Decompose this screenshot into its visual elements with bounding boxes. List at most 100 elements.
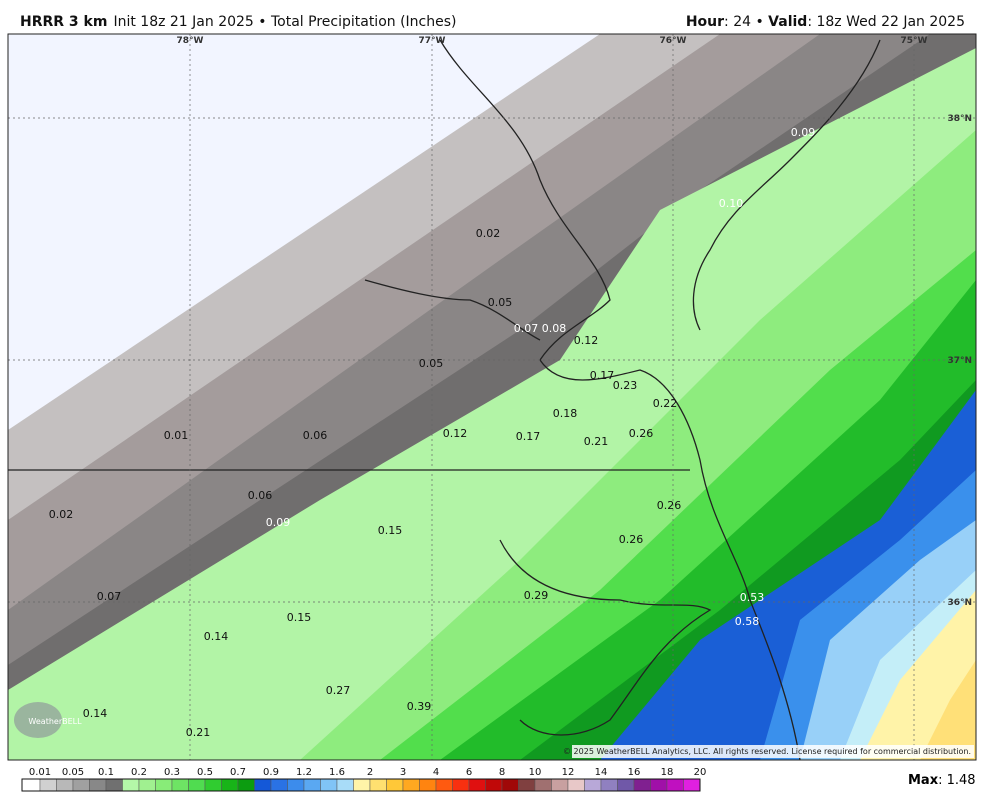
colorbar-swatch xyxy=(21,778,41,792)
colorbar-swatch xyxy=(303,778,321,792)
colorbar-swatch xyxy=(518,778,536,792)
run-info: Init 18z 21 Jan 2025 • Total Precipitati… xyxy=(113,14,456,30)
colorbar-swatch xyxy=(551,778,569,792)
point-value: 0.09 xyxy=(791,126,816,139)
max-label: Max xyxy=(908,773,939,788)
colorbar-swatch xyxy=(584,778,602,792)
max-value: : 1.48 xyxy=(938,773,975,788)
point-value: 0.05 xyxy=(488,296,513,309)
point-value: 0.27 xyxy=(326,684,351,697)
lon-label: 77°W xyxy=(419,36,446,46)
colorbar-label: 0.05 xyxy=(62,767,84,778)
colorbar-swatch xyxy=(683,778,701,792)
point-value: 0.14 xyxy=(204,630,229,643)
point-value: 0.53 xyxy=(740,591,765,604)
colorbar-swatch xyxy=(188,778,206,792)
colorbar-label: 8 xyxy=(499,767,505,778)
colorbar-swatch xyxy=(386,778,404,792)
colorbar-label: 0.7 xyxy=(230,767,246,778)
point-value: 0.07 xyxy=(97,590,122,603)
colorbar-label: 20 xyxy=(694,767,707,778)
colorbar-swatch xyxy=(89,778,107,792)
colorbar-swatch xyxy=(435,778,453,792)
point-value: 0.12 xyxy=(574,334,599,347)
lon-label: 78°W xyxy=(177,36,204,46)
header-left: HRRR 3 km Init 18z 21 Jan 2025 • Total Pr… xyxy=(20,14,457,30)
colorbar-swatch xyxy=(336,778,354,792)
colorbar-swatch xyxy=(419,778,437,792)
colorbar-label: 2 xyxy=(367,767,373,778)
colorbar-swatch xyxy=(452,778,470,792)
colorbar-swatch xyxy=(320,778,338,792)
hour-value: : 24 • xyxy=(724,14,768,30)
colorbar-swatch xyxy=(633,778,651,792)
point-value: 0.06 xyxy=(303,429,328,442)
colorbar-label: 14 xyxy=(595,767,608,778)
point-value: 0.12 xyxy=(443,427,468,440)
copyright-bg xyxy=(572,745,974,758)
valid-label: Valid xyxy=(768,14,807,30)
colorbar-swatch xyxy=(369,778,387,792)
point-value: 0.29 xyxy=(524,589,549,602)
colorbar-label: 12 xyxy=(562,767,575,778)
point-value: 0.15 xyxy=(287,611,312,624)
lon-label: 75°W xyxy=(901,36,928,46)
colorbar-swatch xyxy=(468,778,486,792)
colorbar-swatch xyxy=(122,778,140,792)
colorbar-swatch xyxy=(221,778,239,792)
point-value: 0.06 xyxy=(248,489,273,502)
colorbar-swatch xyxy=(39,778,57,792)
point-value: 0.21 xyxy=(186,726,211,739)
point-value: 0.18 xyxy=(553,407,578,420)
header-right: Hour: 24 • Valid: 18z Wed 22 Jan 2025 xyxy=(686,14,965,30)
point-value: 0.17 xyxy=(590,369,615,382)
point-value: 0.02 xyxy=(476,227,501,240)
point-value: 0.21 xyxy=(584,435,609,448)
colorbar-swatch xyxy=(353,778,371,792)
point-value: 0.14 xyxy=(83,707,108,720)
colorbar-swatch xyxy=(72,778,90,792)
point-value: 0.01 xyxy=(164,429,189,442)
point-value: 0.22 xyxy=(653,397,678,410)
copyright: © 2025 WeatherBELL Analytics, LLC. All r… xyxy=(563,747,971,756)
colorbar-swatch xyxy=(617,778,635,792)
point-value: 0.26 xyxy=(619,533,644,546)
point-value: 0.58 xyxy=(735,615,760,628)
lat-label: 38°N xyxy=(947,114,972,124)
colorbar-swatch xyxy=(138,778,156,792)
colorbar-swatch xyxy=(501,778,519,792)
colorbar-swatch xyxy=(171,778,189,792)
colorbar-swatch xyxy=(485,778,503,792)
colorbar-label: 4 xyxy=(433,767,439,778)
hour-label: Hour xyxy=(686,14,724,30)
colorbar-swatch xyxy=(402,778,420,792)
colorbar-swatch xyxy=(56,778,74,792)
colorbar-label: 0.1 xyxy=(98,767,114,778)
colorbar-swatch xyxy=(666,778,684,792)
colorbar-swatch xyxy=(155,778,173,792)
colorbar-swatch xyxy=(237,778,255,792)
max: Max: 1.48 xyxy=(908,773,976,788)
point-value: 0.05 xyxy=(419,357,444,370)
point-value: 0.08 xyxy=(542,322,567,335)
colorbar-label: 1.6 xyxy=(329,767,345,778)
colorbar-swatch xyxy=(600,778,618,792)
band xyxy=(920,660,976,760)
colorbar-label: 0.01 xyxy=(29,767,51,778)
colorbar-label: 0.2 xyxy=(131,767,147,778)
colorbar-swatch xyxy=(287,778,305,792)
colorbar-swatch xyxy=(204,778,222,792)
lon-label: 76°W xyxy=(660,36,687,46)
colorbar-label: 6 xyxy=(466,767,472,778)
colorbar-label: 0.5 xyxy=(197,767,213,778)
point-value: 0.26 xyxy=(629,427,654,440)
colorbar-frame xyxy=(21,778,701,792)
point-value: 0.07 xyxy=(514,322,539,335)
point-value: 0.02 xyxy=(49,508,74,521)
colorbar-swatch xyxy=(567,778,585,792)
coastline xyxy=(8,39,881,760)
point-value: 0.39 xyxy=(407,700,432,713)
map-frame xyxy=(7,33,977,761)
map: WeatherBELL 0.090.100.020.050.07 0.080.12… xyxy=(8,34,976,760)
